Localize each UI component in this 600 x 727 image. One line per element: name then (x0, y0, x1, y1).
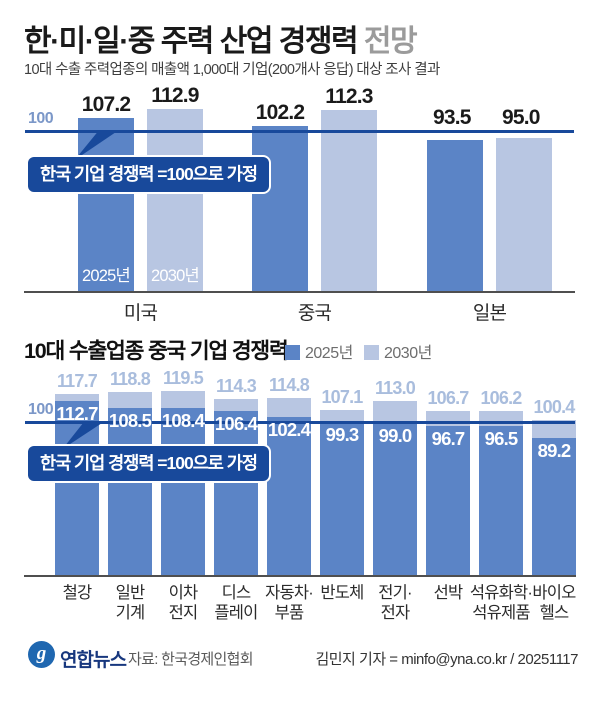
chart2-title: 10대 수출업종 중국 기업 경쟁력 (24, 339, 289, 363)
legend-label-2030: 2030년 (384, 345, 432, 362)
chart2-bar-2025-6 (373, 422, 417, 575)
chart2-value-2030-4: 114.8 (268, 375, 310, 396)
chart1-bar-2025-1 (252, 126, 308, 291)
chart2-value-2025-4: 102.4 (267, 419, 311, 441)
page-title-suffix: 전망 (357, 25, 418, 58)
chart1-bar-2030-0 (147, 109, 203, 291)
chart2-value-2030-6: 113.0 (374, 377, 416, 398)
chart2-value-2025-0: 112.7 (56, 403, 98, 425)
chart2-category-line: 전자 (380, 604, 411, 623)
chart2-bar-2025-5 (320, 422, 364, 575)
legend-2025: 2025년 (285, 339, 353, 363)
chart2-value-2030-2: 119.5 (162, 367, 204, 388)
chart2-value-2030-8: 106.2 (480, 388, 522, 409)
chart1-bar-2030-1 (321, 110, 377, 291)
chart2-bar-2025-1 (108, 407, 152, 575)
chart2-bar-2025-7 (426, 426, 470, 575)
chart1-value-2030-2: 95.0 (498, 106, 544, 130)
chart2-x-axis (24, 575, 576, 577)
chart1-bar-2025-2 (427, 140, 483, 291)
chart2-category-line: 일반 (115, 584, 146, 602)
chart1-category-2: 일본 (472, 303, 507, 324)
chart2-category-line: 철강 (62, 584, 93, 602)
legend-swatch-2030 (364, 345, 379, 360)
chart2-category-6: 전기· 전자 (350, 583, 440, 623)
chart2-category-0: 철강 (32, 583, 122, 603)
chart2-value-2030-5: 107.1 (321, 387, 363, 408)
chart2-bar-2025-8 (479, 426, 523, 575)
chart2-category-line: 이차 (168, 584, 199, 602)
chart2-category-line: 석유제품 (472, 604, 530, 623)
chart2-bar-2025-4 (267, 417, 311, 575)
chart2-category-line: 선박 (433, 584, 464, 602)
chart1-baseline-label: 100 (28, 110, 54, 127)
legend-label-2025: 2025년 (305, 345, 353, 362)
chart2-value-2025-1: 108.5 (108, 409, 152, 431)
chart2-category-line: 부품 (274, 604, 305, 623)
chart2-value-2030-1: 118.8 (109, 369, 151, 390)
chart1-category-0: 미국 (123, 303, 158, 324)
chart2-category-line: 헬스 (539, 604, 570, 623)
chart1-value-2025-0: 107.2 (81, 93, 131, 117)
chart1-value-2025-1: 102.2 (255, 101, 305, 125)
yonhap-logo-text: 연합뉴스 (60, 650, 127, 671)
chart2-category-line: 플레이 (214, 604, 258, 623)
chart1-year-label-2030: 2030년 (151, 267, 200, 285)
chart2-value-2025-7: 96.7 (431, 428, 466, 450)
chart1-year-label-2025: 2025년 (82, 267, 131, 285)
legend-swatch-2025 (285, 345, 300, 360)
chart1-x-axis (24, 291, 575, 293)
source-label: 자료: 한국경제인협회 (128, 651, 254, 668)
legend-2030: 2030년 (364, 339, 432, 363)
chart2-value-2030-9: 100.4 (533, 397, 575, 418)
chart2-bar-2025-0 (55, 401, 99, 575)
chart2-category-line: 기계 (115, 604, 146, 623)
reporter-credit: 김민지 기자 = minfo@yna.co.kr / 20251117 (315, 651, 578, 668)
chart2-category-7: 선박 (403, 583, 493, 603)
page-subtitle: 10대 수출 주력업종의 매출액 1,000대 기업(200개사 응답) 대상 … (24, 62, 440, 78)
chart2-category-line: 디스 (221, 584, 252, 602)
chart2-value-2025-9: 89.2 (537, 439, 572, 461)
chart2-value-2025-2: 108.4 (161, 410, 205, 432)
chart2-value-2025-5: 99.3 (325, 424, 360, 446)
chart2-value-2025-3: 106.4 (214, 413, 258, 435)
chart1-bar-2030-2 (496, 138, 552, 291)
chart1-baseline-100 (25, 130, 574, 133)
chart2-bar-2025-2 (161, 408, 205, 575)
chart2-category-line: 전지 (168, 604, 199, 623)
chart1-value-2030-0: 112.9 (151, 84, 199, 108)
chart2-value-2030-7: 106.7 (427, 387, 469, 408)
chart2-baseline-label: 100 (28, 401, 54, 418)
chart1-callout: 한국 기업 경쟁력 =100으로 가정 (28, 157, 269, 192)
chart2-value-2025-6: 99.0 (378, 424, 413, 446)
yonhap-logo-icon: g (28, 641, 55, 668)
chart2-category-4: 자동차· 부품 (244, 583, 334, 623)
chart2-category-line: 반도체 (320, 584, 364, 602)
chart2-category-8: 석유화학· 석유제품 (456, 583, 546, 623)
chart2-category-5: 반도체 (297, 583, 387, 603)
chart2-value-2030-0: 117.7 (56, 370, 98, 391)
chart2-baseline-100 (25, 421, 575, 424)
chart1-value-2025-2: 93.5 (429, 106, 475, 130)
chart2-category-line: 바이오 (532, 584, 576, 602)
chart2-callout: 한국 기업 경쟁력 =100으로 가정 (28, 446, 269, 481)
chart1-category-1: 중국 (297, 303, 332, 324)
page-title: 한·미·일·중 주력 산업 경쟁력 전망 (24, 16, 418, 60)
chart2-category-line: 석유화학· (469, 584, 533, 602)
chart2-value-2030-3: 114.3 (215, 375, 257, 396)
chart2-category-line: 전기· (378, 584, 412, 602)
chart2-value-2025-8: 96.5 (484, 428, 519, 450)
chart1-value-2030-1: 112.3 (325, 85, 373, 109)
chart2-bar-2025-9 (532, 437, 576, 575)
chart2-category-line: 자동차· (265, 584, 314, 602)
page-title-main: 한·미·일·중 주력 산업 경쟁력 (24, 25, 359, 58)
chart2-bar-2025-3 (214, 411, 258, 575)
